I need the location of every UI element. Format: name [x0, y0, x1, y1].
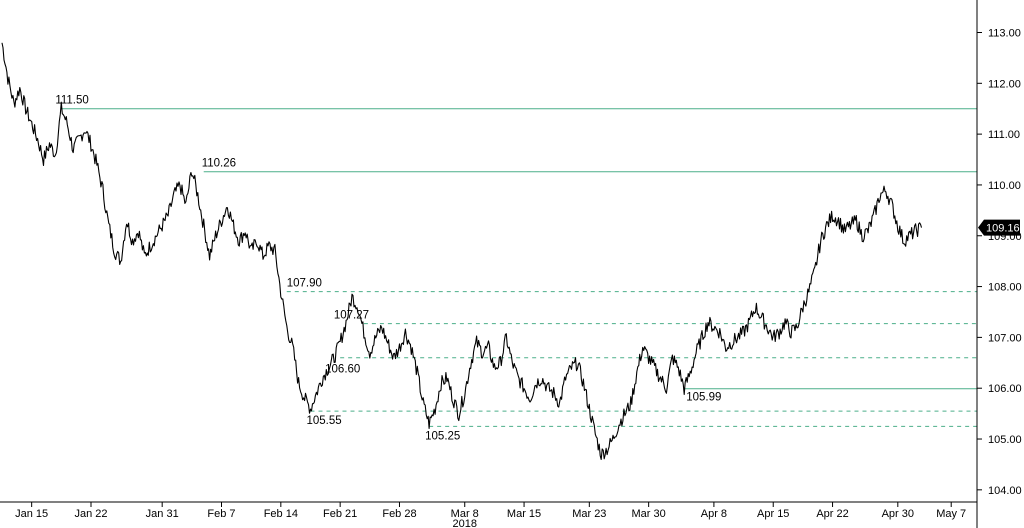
y-tick-label: 113.00 — [988, 27, 1021, 39]
y-tick-label: 105.00 — [988, 434, 1022, 446]
support-level-label: 106.60 — [325, 364, 360, 376]
x-tick-label: Mar 8 — [451, 508, 479, 520]
series-layer — [1, 42, 923, 461]
support-level-label: 105.99 — [686, 392, 721, 404]
x-tick-label: Apr 8 — [701, 508, 727, 520]
x-tick-label: Jan 22 — [74, 508, 107, 520]
x-tick-label: Apr 30 — [882, 508, 914, 520]
y-tick-label: 108.00 — [988, 282, 1022, 294]
x-year-label: 2018 — [452, 518, 476, 528]
y-tick-label: 110.00 — [988, 180, 1021, 192]
x-tick-label: Apr 15 — [757, 508, 789, 520]
x-tick-label: Mar 23 — [572, 508, 606, 520]
x-tick-label: Mar 30 — [632, 508, 666, 520]
y-tick-label: 112.00 — [988, 78, 1021, 90]
last-price-tag — [978, 219, 1020, 236]
price-series-line — [1, 42, 923, 461]
x-tick-label: Apr 22 — [816, 508, 848, 520]
x-tick-label: May 7 — [936, 508, 966, 520]
x-tick-label: Jan 15 — [15, 508, 48, 520]
levels-layer — [61, 108, 977, 427]
y-tick-label: 107.00 — [988, 332, 1022, 344]
support-level-label: 105.55 — [306, 415, 341, 427]
resistance-level-label: 111.50 — [55, 95, 88, 107]
support-level-label: 105.25 — [425, 430, 460, 442]
x-tick-label: Mar 15 — [507, 508, 541, 520]
x-tick-label: Feb 14 — [264, 508, 298, 520]
resistance-level-label: 110.26 — [202, 158, 236, 170]
support-level-label: 107.90 — [287, 278, 322, 290]
level-labels-layer: 111.50 110.26 107.90 107.27 106.60 105.99 105.… — [55, 95, 721, 443]
y-tick-label: 106.00 — [988, 383, 1022, 395]
y-tick-label: 111.00 — [988, 129, 1020, 141]
x-tick-label: Feb 28 — [382, 508, 416, 520]
support-level-label: 107.27 — [334, 310, 369, 322]
last-price-label: 109.16 — [986, 223, 1020, 235]
x-tick-label: Feb 7 — [207, 508, 235, 520]
x-tick-label: Feb 21 — [323, 508, 357, 520]
x-tick-label: Jan 31 — [146, 508, 179, 520]
y-tick-label: 104.00 — [988, 485, 1022, 497]
